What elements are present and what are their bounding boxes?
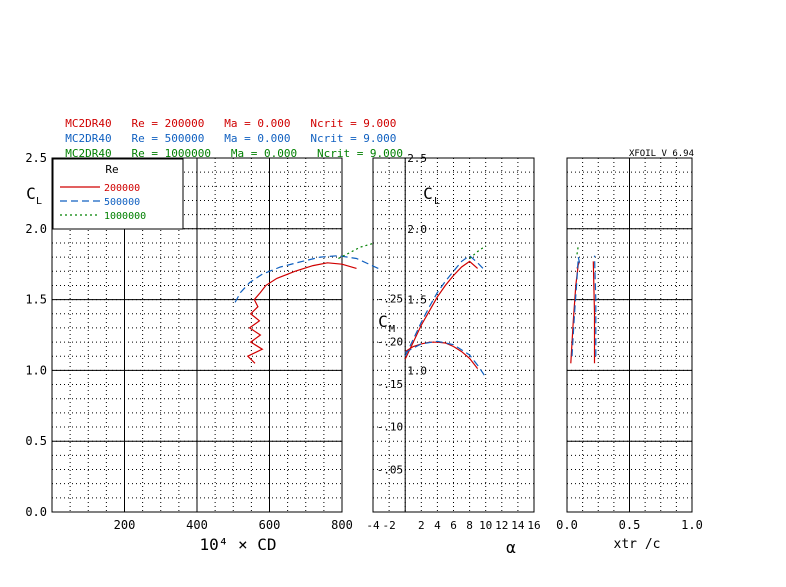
header-ma: Ma = 0.000 (224, 132, 291, 145)
header-airfoil: MC2DR40 (65, 132, 112, 145)
legend-title: Re (105, 163, 118, 176)
series-line (404, 260, 478, 360)
header-re: Re = 1000000 (131, 147, 211, 160)
y-tick-label: 2.0 (25, 222, 47, 236)
y-axis-label-sub: L (36, 196, 42, 207)
series-line (592, 261, 596, 364)
x-tick-label: 1.0 (681, 518, 703, 532)
cm-axis-label: C (378, 312, 388, 331)
header-re: Re = 200000 (131, 117, 205, 130)
x-tick-label: 600 (259, 518, 281, 532)
cm-tick-label: -.05 (377, 463, 404, 476)
x-tick-label: 4 (434, 519, 441, 532)
legend-entry: 500000 (104, 197, 140, 208)
alpha-axis-label: α (506, 538, 516, 557)
header-re: Re = 500000 (131, 132, 205, 145)
y-tick-label: 1.0 (25, 363, 47, 377)
legend-box (52, 158, 184, 230)
x-tick-label: 10 (479, 519, 492, 532)
cl-tick-label: 1.5 (407, 294, 427, 307)
header-ma: Ma = 0.000 (230, 147, 298, 160)
grid-layer (51, 157, 693, 513)
x-tick-label: -2 (382, 519, 395, 532)
series-line (593, 255, 597, 357)
x-tick-label: 14 (511, 519, 525, 532)
series-line (570, 261, 581, 364)
x-tick-label: 200 (114, 518, 136, 532)
cl-axis-label: C (423, 184, 433, 203)
y-tick-label: 2.5 (25, 151, 47, 165)
cl-tick-label: 1.0 (407, 364, 427, 377)
cm-tick-label: -.20 (377, 335, 404, 348)
chart-marks (60, 186, 597, 378)
x-tick-label: 0.0 (556, 518, 578, 532)
header-ncrit: Ncrit = 9.000 (310, 117, 397, 130)
series-line (404, 340, 487, 378)
y-tick-label: 0.5 (25, 434, 47, 448)
legend-entry: 1000000 (104, 211, 146, 222)
series-line (234, 255, 379, 303)
header-ncrit: Ncrit = 9.000 (310, 132, 397, 145)
x-tick-label: 6 (450, 519, 457, 532)
y-tick-label: 1.5 (25, 293, 47, 307)
x-tick-label: 800 (331, 518, 353, 532)
series-line (571, 256, 581, 357)
xtr-axis-label: xtr /c (614, 537, 661, 552)
series-line (246, 262, 357, 364)
x-tick-label: -4 (366, 519, 380, 532)
header-ma: Ma = 0.000 (224, 117, 291, 130)
header-row-2: MC2DR40 Re = 500000 Ma = 0.000 Ncrit = 9… (52, 119, 396, 145)
x-tick-label: 16 (527, 519, 540, 532)
x-tick-label: 0.5 (619, 518, 641, 532)
header-airfoil: MC2DR40 (65, 147, 112, 160)
series-line (469, 245, 487, 259)
series-line (404, 254, 487, 357)
y-tick-label: 0.0 (25, 505, 47, 519)
series-line (576, 245, 579, 255)
x-tick-label: 12 (495, 519, 508, 532)
series-line (338, 242, 375, 260)
x-tick-label: 2 (418, 519, 425, 532)
cm-tick-label: -.25 (377, 293, 404, 306)
x-axis-label: 10⁴ × CD (199, 535, 276, 554)
cl-axis-label-sub: L (434, 196, 440, 207)
cl-tick-label: 2.5 (407, 152, 427, 165)
x-tick-label: 400 (186, 518, 208, 532)
header-ncrit: Ncrit = 9.000 (316, 147, 404, 160)
cm-tick-label: -.10 (377, 421, 404, 434)
header-row-3: MC2DR40 Re = 1000000 Ma = 0.000 Ncrit = … (52, 134, 403, 160)
header-row-1: MC2DR40 Re = 200000 Ma = 0.000 Ncrit = 9… (52, 104, 396, 130)
cm-tick-label: -.15 (377, 378, 404, 391)
header-airfoil: MC2DR40 (65, 117, 112, 130)
xfoil-version: XFOIL V 6.94 (628, 149, 694, 159)
cl-tick-label: 2.0 (407, 223, 427, 236)
cm-axis-label-sub: M (389, 324, 395, 335)
legend-entry: 200000 (104, 183, 140, 194)
y-axis-label: C (26, 184, 36, 203)
x-tick-label: 8 (466, 519, 473, 532)
